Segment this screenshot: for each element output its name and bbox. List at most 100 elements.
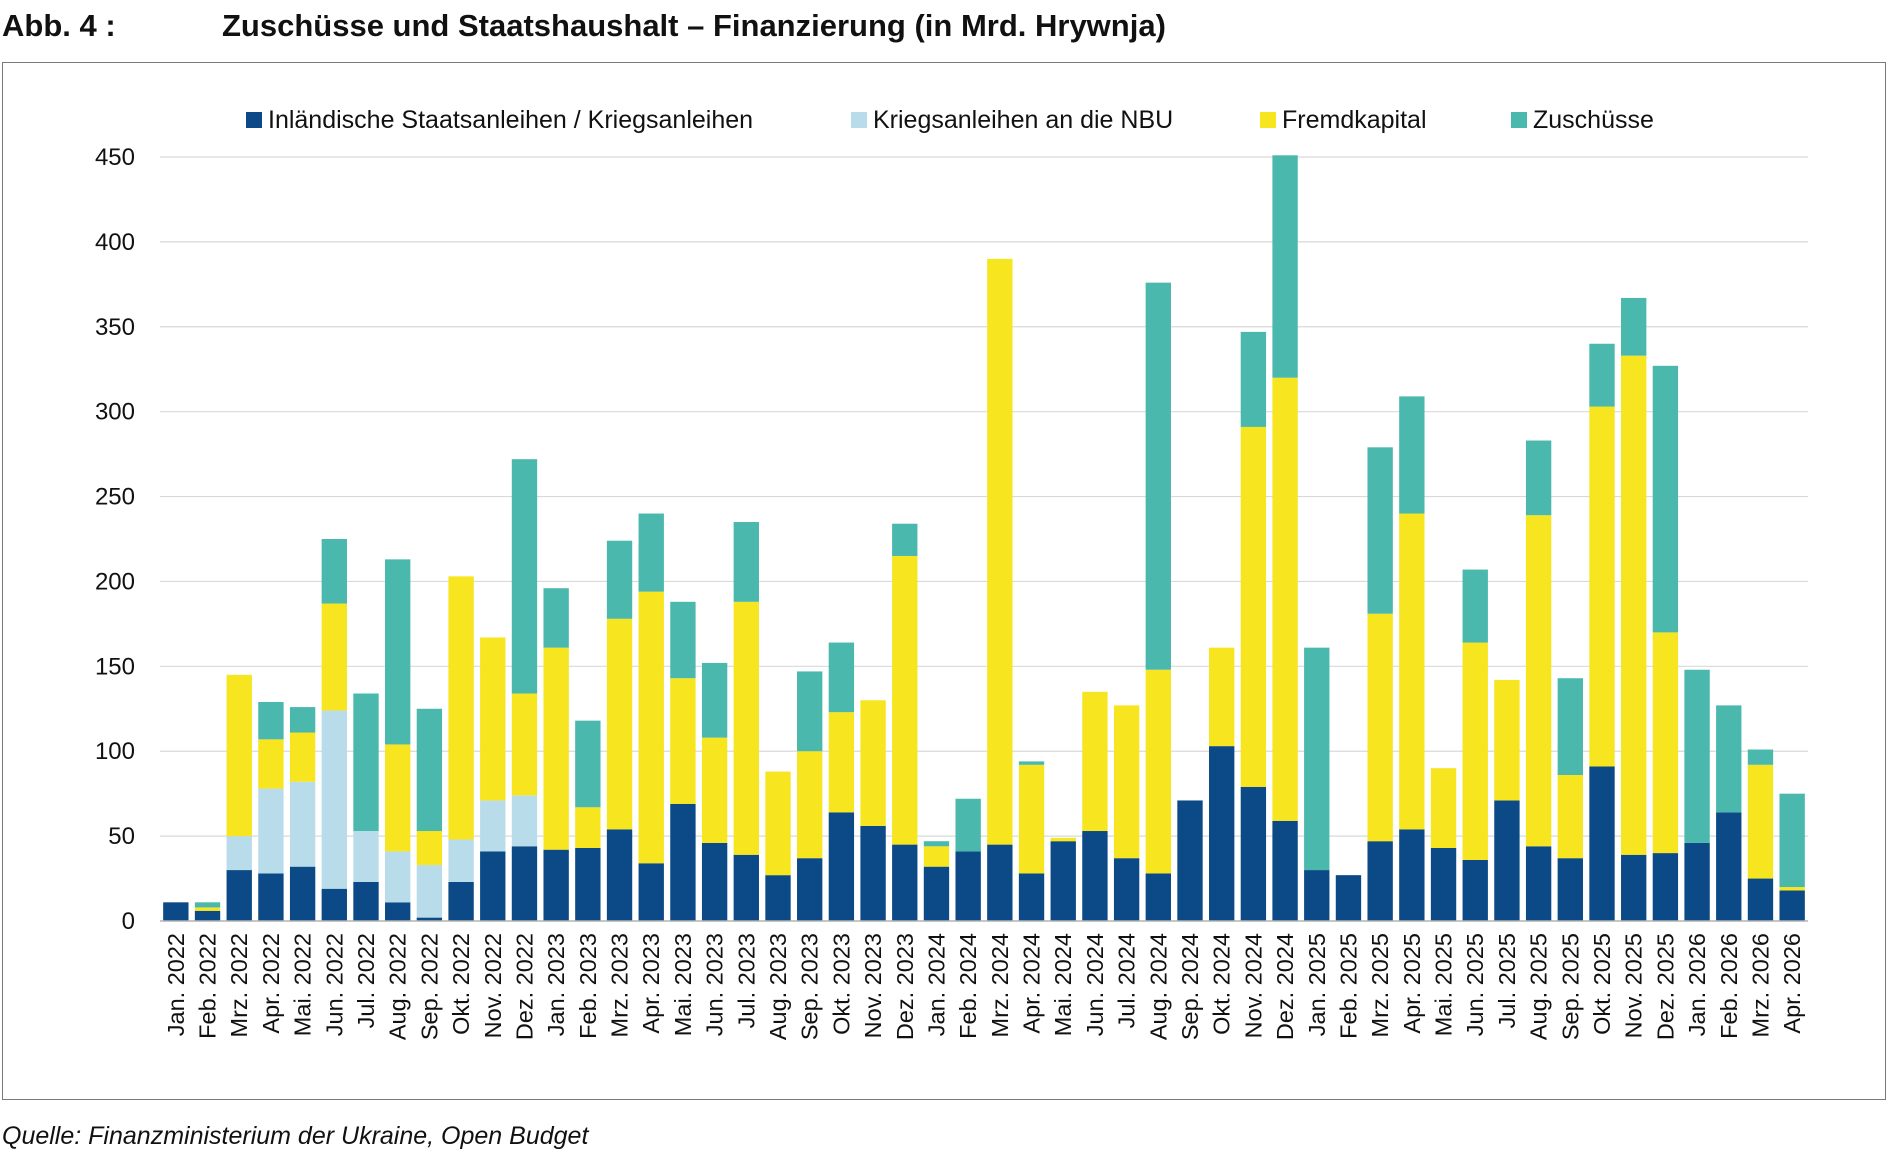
x-tick-label: Okt. 2022 bbox=[448, 933, 474, 1035]
bar-segment-s2-51 bbox=[1779, 887, 1805, 891]
bar-segment-s0-41 bbox=[1462, 859, 1488, 921]
bar-segment-s2-10 bbox=[480, 637, 506, 801]
bar-segment-s3-49 bbox=[1716, 705, 1742, 813]
legend-label: Kriegsanleihen an die NBU bbox=[873, 106, 1173, 134]
bar-segment-s3-38 bbox=[1367, 447, 1393, 614]
bar-segment-s3-17 bbox=[701, 662, 728, 738]
bar-segment-s3-51 bbox=[1779, 793, 1805, 888]
bar-segment-s2-47 bbox=[1652, 632, 1679, 854]
figure-label: Abb. 4 : bbox=[2, 8, 116, 43]
bar-segment-s0-18 bbox=[733, 854, 759, 921]
x-tick-label: Jan. 2025 bbox=[1304, 933, 1330, 1036]
bar-segment-s3-12 bbox=[543, 588, 569, 648]
bar-segment-s0-28 bbox=[1050, 841, 1076, 921]
bar-segment-s0-40 bbox=[1430, 847, 1457, 921]
bar-segment-s2-45 bbox=[1589, 406, 1615, 767]
bar-segment-s2-23 bbox=[892, 555, 918, 845]
bar-segment-s2-39 bbox=[1399, 513, 1425, 830]
figure-header: Abb. 4 : Zuschüsse und Staatshaushalt – … bbox=[0, 8, 1890, 52]
bar-segment-s3-14 bbox=[606, 540, 633, 619]
bar-segment-s2-34 bbox=[1240, 426, 1267, 787]
legend-swatch bbox=[1260, 112, 1276, 128]
x-tick-label: Dez. 2023 bbox=[892, 933, 918, 1040]
bar-segment-s0-31 bbox=[1145, 873, 1171, 921]
figure-title: Zuschüsse und Staatshaushalt – Finanzier… bbox=[222, 8, 1166, 43]
y-tick-label: 450 bbox=[95, 144, 135, 171]
bar-segment-s3-47 bbox=[1652, 365, 1679, 633]
bar-segment-s3-7 bbox=[385, 559, 411, 745]
x-tick-label: Jun. 2023 bbox=[702, 933, 728, 1036]
bar-segment-s2-44 bbox=[1557, 774, 1583, 859]
bar-segment-s0-36 bbox=[1304, 870, 1330, 921]
bar-segment-s0-27 bbox=[1018, 873, 1045, 921]
bar-segment-s2-29 bbox=[1082, 691, 1108, 832]
x-tick-label: Feb. 2025 bbox=[1335, 933, 1361, 1039]
bar-segment-s3-48 bbox=[1684, 669, 1710, 843]
legend-label: Inländische Staatsanleihen / Kriegsanlei… bbox=[268, 106, 753, 134]
bar-segment-s0-26 bbox=[987, 844, 1013, 921]
bar-segment-s0-5 bbox=[321, 888, 347, 921]
x-tick-label: Jul. 2022 bbox=[353, 933, 379, 1028]
bar-segment-s2-3 bbox=[258, 739, 284, 789]
bar-segment-s0-21 bbox=[828, 812, 855, 921]
bar-segment-s0-32 bbox=[1177, 800, 1203, 921]
legend-swatch bbox=[246, 112, 262, 128]
bar-segment-s0-19 bbox=[765, 875, 791, 921]
bar-segment-s2-13 bbox=[575, 807, 601, 848]
bar-segment-s2-19 bbox=[765, 771, 791, 876]
bar-segment-s0-23 bbox=[892, 844, 918, 921]
bar-segment-s3-27 bbox=[1018, 761, 1045, 765]
x-tick-label: Okt. 2025 bbox=[1589, 933, 1615, 1035]
x-tick-label: Sep. 2024 bbox=[1177, 933, 1203, 1040]
chart-frame: 0 50 100 150 200 250 300 350 400 450 Jan. 2022 Feb.… bbox=[2, 62, 1886, 1100]
x-tick-label: Jan. 2022 bbox=[163, 933, 189, 1036]
x-tick-label: Dez. 2025 bbox=[1652, 933, 1678, 1040]
bar-segment-s2-43 bbox=[1525, 515, 1552, 847]
x-tick-label: Nov. 2023 bbox=[860, 933, 886, 1038]
bar-segment-s0-29 bbox=[1082, 831, 1108, 921]
bar-segment-s2-35 bbox=[1272, 377, 1298, 821]
bar-segment-s0-51 bbox=[1779, 890, 1805, 921]
bar-segment-s0-47 bbox=[1652, 853, 1679, 921]
bar-segment-s0-39 bbox=[1399, 829, 1425, 921]
x-tick-label: Feb. 2023 bbox=[575, 933, 601, 1039]
x-tick-label: Mai. 2022 bbox=[290, 933, 316, 1036]
bar-segment-s2-27 bbox=[1018, 764, 1045, 874]
x-tick-label: Sep. 2022 bbox=[416, 933, 442, 1040]
bar-segment-s0-35 bbox=[1272, 820, 1298, 921]
x-tick-label: Apr. 2026 bbox=[1779, 933, 1805, 1034]
bar-segment-s2-24 bbox=[923, 846, 950, 867]
bar-segment-s0-9 bbox=[448, 881, 474, 921]
x-tick-label: Jun. 2024 bbox=[1082, 933, 1108, 1036]
bar-segment-s0-11 bbox=[511, 846, 538, 921]
bar-segment-s2-22 bbox=[860, 700, 886, 826]
bar-segment-s3-11 bbox=[511, 459, 538, 694]
bar-segment-s2-42 bbox=[1494, 679, 1520, 801]
bar-segment-s3-6 bbox=[353, 693, 379, 832]
y-tick-label: 400 bbox=[95, 229, 135, 256]
bar-segment-s2-8 bbox=[416, 831, 443, 865]
bar-segment-s2-20 bbox=[797, 751, 823, 859]
bar-segment-s2-11 bbox=[511, 693, 538, 796]
x-tick-label: Sep. 2025 bbox=[1557, 933, 1583, 1040]
bar-segment-s3-39 bbox=[1399, 396, 1425, 514]
x-tick-label: Apr. 2024 bbox=[1019, 933, 1045, 1034]
bar-segment-s3-1 bbox=[194, 902, 221, 908]
bar-segment-s0-15 bbox=[638, 863, 664, 921]
bar-segment-s3-36 bbox=[1304, 647, 1330, 871]
bar-segment-s3-34 bbox=[1240, 331, 1267, 427]
x-tick-label: Mrz. 2023 bbox=[607, 933, 633, 1038]
bar-segment-s0-42 bbox=[1494, 800, 1520, 921]
bar-segment-s1-5 bbox=[321, 710, 347, 889]
bar-segment-s3-43 bbox=[1525, 440, 1552, 516]
bar-segment-s0-49 bbox=[1716, 812, 1742, 921]
bar-segment-s2-12 bbox=[543, 647, 569, 850]
x-tick-label: Apr. 2025 bbox=[1399, 933, 1425, 1034]
x-tick-label: Aug. 2024 bbox=[1145, 933, 1171, 1040]
bar-segment-s0-30 bbox=[1113, 858, 1140, 921]
bar-segment-s0-6 bbox=[353, 881, 379, 921]
bar-segment-s1-10 bbox=[480, 800, 506, 852]
bar-segment-s1-8 bbox=[416, 864, 443, 918]
bar-segment-s0-1 bbox=[194, 910, 221, 921]
